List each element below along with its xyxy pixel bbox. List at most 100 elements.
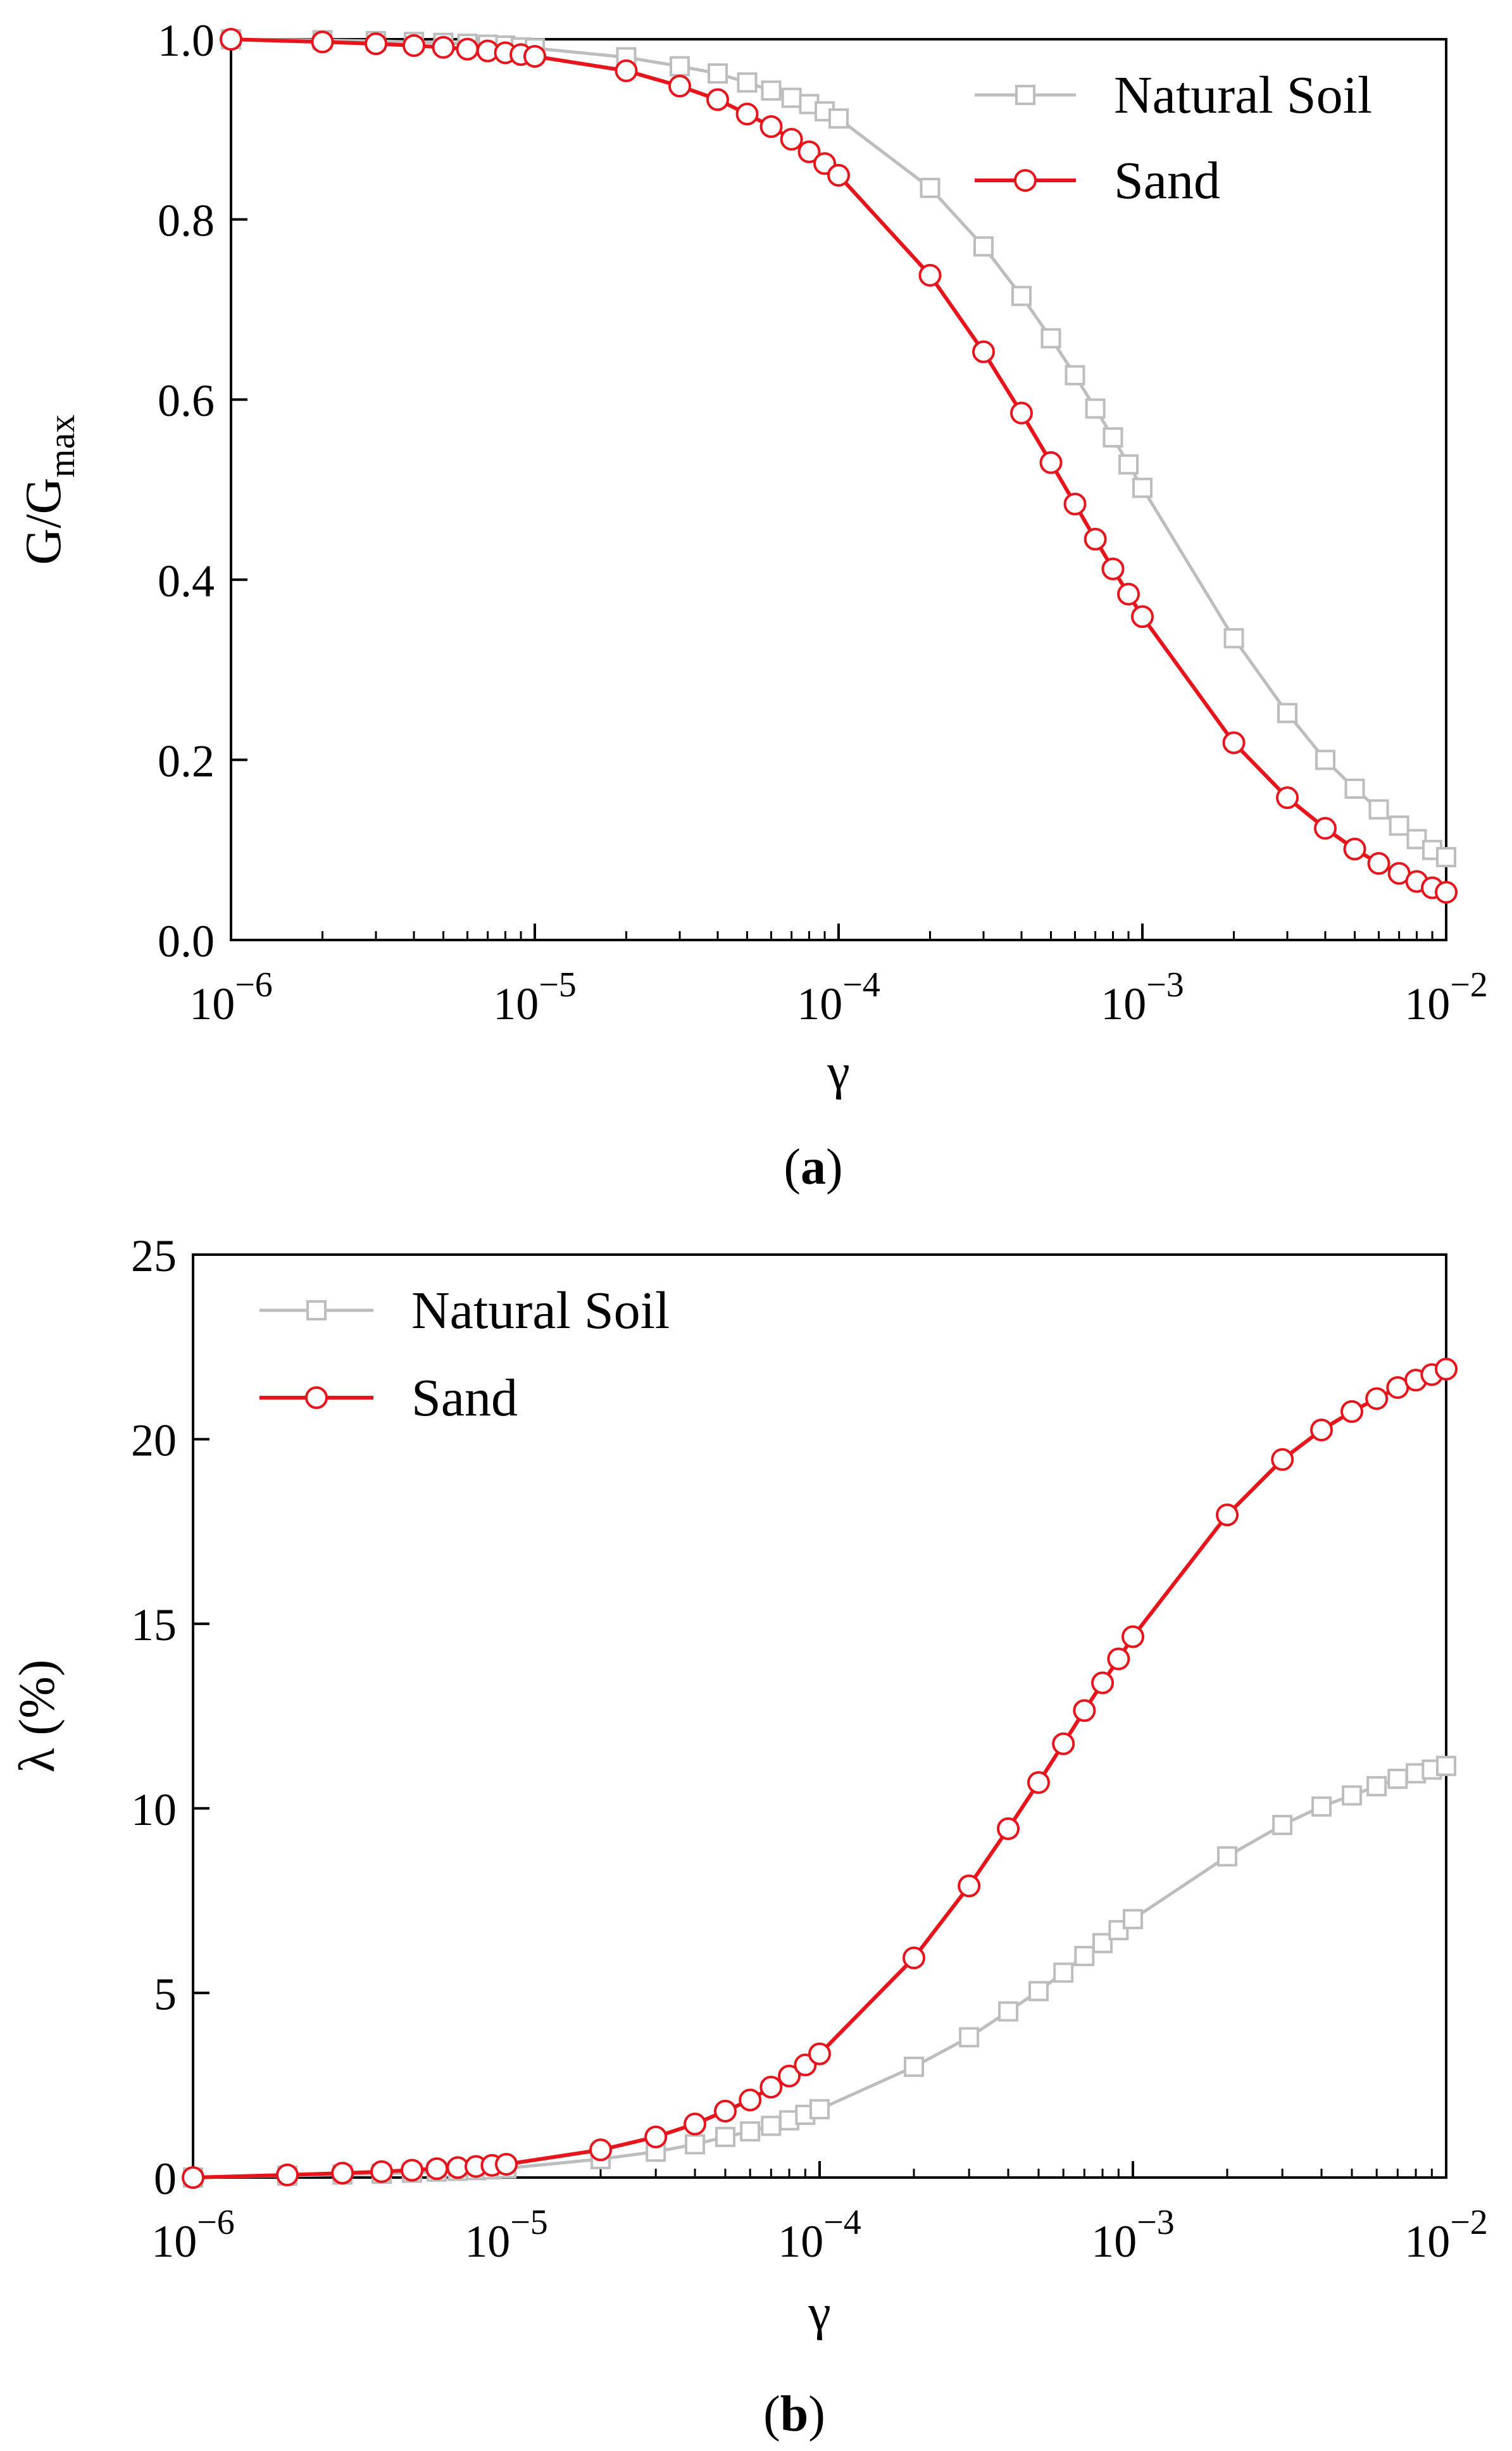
- data-point-a-sand: [1131, 605, 1154, 629]
- data-point-b-natural-soil: [1123, 1909, 1143, 1929]
- data-point-a-natural-soil: [1368, 799, 1389, 820]
- data-point-a-natural-soil: [670, 56, 690, 77]
- y-axis-label-a: G/Gmax: [16, 415, 82, 565]
- data-point-a-sand: [1084, 527, 1107, 551]
- y-tick-label-b: 15: [131, 1600, 177, 1650]
- y-tick-label-b: 0: [154, 2153, 177, 2204]
- data-point-b-sand: [1052, 1732, 1075, 1755]
- x-tick-label-b: 10−2: [1404, 2203, 1488, 2267]
- data-point-a-sand: [1435, 881, 1458, 904]
- data-point-a-natural-soil: [828, 108, 849, 129]
- data-point-a-sand: [523, 45, 546, 68]
- data-point-b-sand: [684, 2112, 707, 2136]
- legend-marker-b-circle: [305, 1386, 328, 1409]
- y-tick-label-a: 1.0: [158, 15, 215, 66]
- caption-letter: a: [801, 1139, 826, 1195]
- x-tick-exponent: −4: [823, 2203, 861, 2242]
- x-tick-label-b: 10−5: [465, 2203, 548, 2267]
- data-point-a-natural-soil: [1406, 829, 1427, 849]
- x-tick-label-b: 10−4: [778, 2203, 861, 2267]
- caption-letter: b: [780, 2386, 809, 2442]
- data-point-b-natural-soil: [809, 2099, 830, 2120]
- x-tick-mantissa: 10: [1404, 979, 1450, 1029]
- data-point-b-sand: [739, 2088, 762, 2112]
- data-point-a-natural-soil: [1085, 398, 1106, 419]
- data-point-a-sand: [311, 30, 334, 54]
- data-point-a-sand: [1276, 786, 1299, 810]
- x-tick-mantissa: 10: [189, 979, 235, 1029]
- data-point-b-natural-soil: [1366, 1776, 1387, 1796]
- data-point-a-sand: [1343, 837, 1366, 861]
- data-point-a-sand: [827, 163, 850, 187]
- y-tick-label-a: 0.4: [158, 556, 215, 606]
- y-tick-label-a: 0.0: [158, 916, 215, 967]
- data-point-a-sand: [972, 340, 996, 363]
- data-point-a-sand: [1222, 731, 1246, 755]
- data-point-b-sand: [1216, 1503, 1239, 1527]
- data-point-b-natural-soil: [1028, 1981, 1049, 2002]
- legend-label-a: Sand: [1114, 151, 1220, 210]
- x-tick-exponent: −6: [235, 965, 273, 1005]
- data-point-a-sand: [735, 103, 759, 126]
- y-axis-label-base: G/G: [16, 478, 72, 565]
- legend-marker-b-square: [306, 1300, 327, 1320]
- y-tick-label-a: 0.8: [158, 196, 215, 246]
- x-tick-label-a: 10−6: [189, 965, 273, 1029]
- data-point-a-sand: [456, 37, 479, 61]
- data-point-a-sand: [402, 34, 425, 57]
- y-axis-label-base: λ (%): [9, 1660, 65, 1773]
- data-point-b-sand: [495, 2153, 518, 2176]
- data-point-b-sand: [1340, 1400, 1363, 1423]
- x-tick-mantissa: 10: [1101, 979, 1146, 1029]
- data-point-a-natural-soil: [1103, 427, 1123, 448]
- data-point-b-sand: [331, 2162, 354, 2185]
- data-point-b-sand: [958, 1874, 981, 1898]
- data-point-b-sand: [808, 2042, 831, 2065]
- x-tick-exponent: −5: [539, 965, 577, 1005]
- data-point-b-natural-soil: [1217, 1846, 1238, 1867]
- data-point-a-sand: [918, 263, 942, 287]
- data-point-b-natural-soil: [761, 2116, 782, 2136]
- legend-label-b: Sand: [411, 1369, 518, 1427]
- data-point-b-sand: [1107, 1647, 1130, 1671]
- x-tick-mantissa: 10: [151, 2216, 197, 2267]
- data-point-a-natural-soil: [1065, 365, 1085, 386]
- x-tick-mantissa: 10: [493, 979, 539, 1029]
- data-point-a-natural-soil: [737, 72, 758, 93]
- x-tick-label-b: 10−3: [1091, 2203, 1175, 2267]
- data-point-a-natural-soil: [707, 63, 728, 84]
- x-axis-label-b: γ: [808, 2285, 830, 2341]
- data-point-b-natural-soil: [998, 2001, 1019, 2022]
- data-point-a-natural-soil: [1040, 328, 1061, 349]
- data-point-b-sand: [370, 2160, 394, 2183]
- y-tick-label-b: 10: [131, 1784, 177, 1835]
- data-point-b-sand: [1091, 1671, 1115, 1695]
- panel-caption-a: (a): [784, 1139, 842, 1195]
- x-tick-exponent: −5: [510, 2203, 548, 2242]
- x-tick-label-a: 10−2: [1404, 965, 1488, 1029]
- data-point-b-natural-soil: [959, 2027, 980, 2048]
- y-axis-label-b: λ (%): [9, 1660, 65, 1773]
- data-point-b-natural-soil: [1311, 1796, 1332, 1817]
- data-point-a-sand: [706, 88, 729, 111]
- caption-close-paren: ): [826, 1139, 843, 1195]
- data-point-a-sand: [1039, 451, 1063, 474]
- caption-open-paren: (: [784, 1139, 801, 1195]
- data-point-a-natural-soil: [781, 87, 802, 108]
- data-point-b-sand: [644, 2125, 668, 2148]
- x-tick-mantissa: 10: [465, 2216, 510, 2267]
- caption-close-paren: ): [808, 2386, 825, 2442]
- data-point-b-sand: [903, 1946, 926, 1969]
- data-point-b-natural-soil: [1053, 1962, 1074, 1983]
- data-point-a-sand: [1313, 817, 1337, 840]
- y-tick-label-b: 5: [154, 1969, 177, 2019]
- data-point-a-sand: [780, 127, 803, 151]
- data-point-b-natural-soil: [1436, 1755, 1456, 1776]
- data-point-a-sand: [1367, 852, 1390, 875]
- data-point-b-natural-soil: [904, 2057, 925, 2078]
- data-point-b-sand: [400, 2159, 423, 2182]
- y-axis-label-subscript: max: [41, 415, 82, 478]
